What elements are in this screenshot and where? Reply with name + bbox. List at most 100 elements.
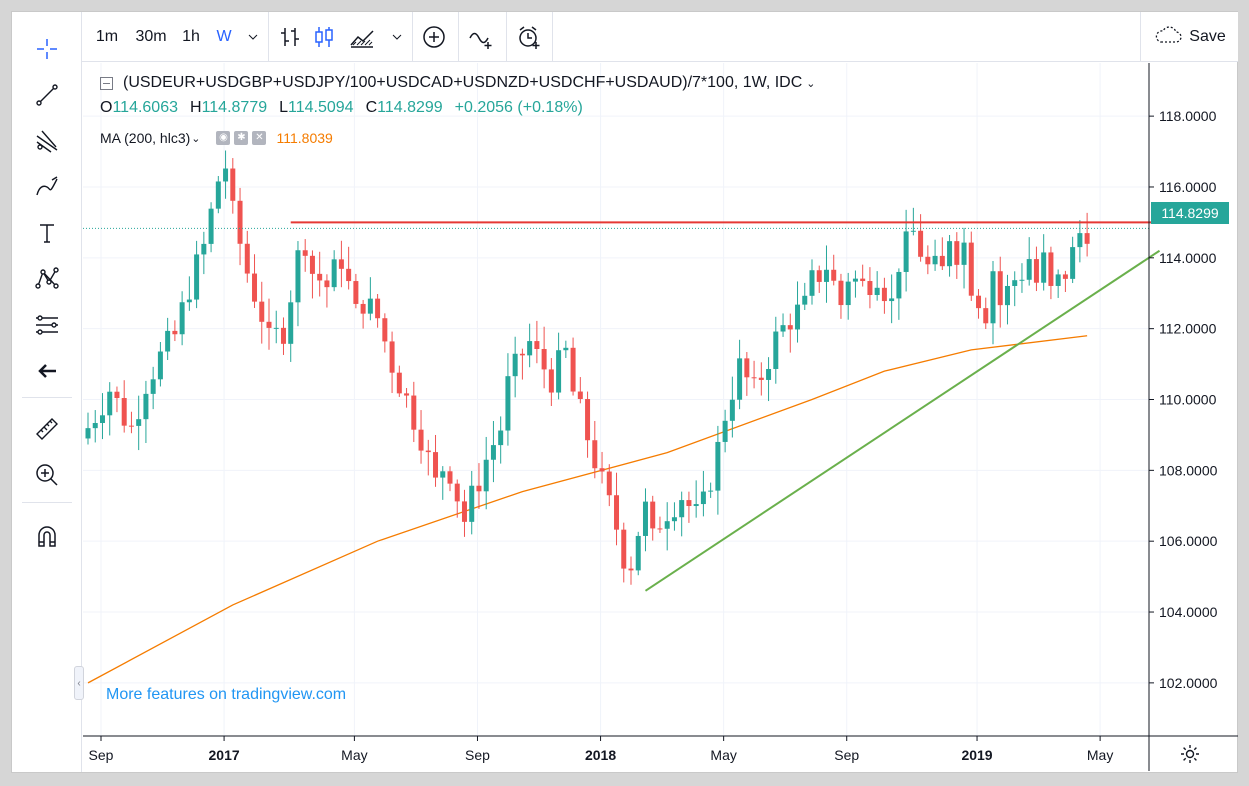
change-value: +0.2056 (+0.18%) — [454, 99, 583, 116]
eye-icon[interactable]: ◉ — [216, 131, 231, 145]
candle-body — [375, 298, 381, 319]
prediction-icon[interactable] — [30, 308, 64, 342]
candles-icon[interactable] — [308, 12, 340, 62]
gear-icon[interactable] — [1178, 742, 1202, 766]
chevron-down-icon[interactable] — [386, 12, 408, 62]
candle-body — [143, 393, 149, 420]
candle-body — [179, 302, 185, 335]
ma-value: 111.8039 — [276, 130, 333, 146]
time-tick-label: May — [341, 747, 367, 763]
chevron-down-icon[interactable]: ⌄ — [191, 132, 201, 145]
candle-body — [425, 450, 431, 453]
candle-body — [433, 452, 439, 478]
watermark-link[interactable]: More features on tradingview.com — [106, 686, 347, 703]
collapse-toolbar-handle[interactable]: ‹ — [74, 666, 84, 700]
candle-body — [244, 243, 250, 274]
time-tick-label: Sep — [465, 747, 490, 763]
price-axis: 118.0000 116.0000 114.0000 112.0000 110.0000… — [1148, 63, 1218, 771]
collapse-icon[interactable] — [100, 76, 113, 90]
candle-body — [367, 298, 373, 314]
candle-body — [628, 568, 634, 571]
candle-body — [577, 391, 583, 400]
candle-body — [592, 440, 598, 469]
support-trendline — [644, 249, 1161, 592]
bar-chart-icon[interactable] — [274, 12, 306, 62]
interval-1m-button[interactable]: 1m — [95, 28, 119, 45]
symbol-title[interactable]: (USDEUR+USDGBP+USDJPY/100+USDCAD+USDNZD+… — [123, 74, 803, 91]
moving-average-line — [87, 335, 1088, 684]
candle-body — [563, 347, 569, 351]
price-tick-label: 106.0000 — [1159, 533, 1218, 549]
ma-row: MA (200, hlc3) ⌄ ◉ ✱ ✕ 111.8039 — [100, 130, 333, 146]
compare-icon[interactable] — [464, 12, 498, 62]
area-chart-icon[interactable] — [346, 12, 378, 62]
price-tick-label: 114.0000 — [1159, 250, 1217, 266]
candle-body — [85, 428, 91, 439]
candle-body — [121, 398, 127, 426]
candle-body — [360, 303, 366, 314]
candle-body — [635, 535, 641, 571]
price-tick-label: 110.0000 — [1159, 392, 1217, 408]
back-arrow-icon[interactable] — [30, 354, 64, 388]
time-tick-label: Sep — [89, 747, 114, 763]
ruler-icon[interactable] — [30, 412, 64, 446]
pattern-icon[interactable] — [30, 262, 64, 296]
add-indicator-icon[interactable] — [418, 12, 450, 62]
candle-body — [404, 393, 410, 396]
candle-body — [816, 270, 822, 282]
crosshair-icon[interactable] — [30, 32, 64, 66]
toolbar-divider — [506, 12, 507, 62]
candle-body — [874, 287, 880, 296]
candle-body — [585, 399, 591, 441]
toolbar-divider — [412, 12, 413, 62]
candle-body — [1062, 274, 1068, 279]
time-tick-label: May — [710, 747, 736, 763]
text-tool-icon[interactable] — [30, 216, 64, 250]
candle-body — [722, 420, 728, 442]
close-icon[interactable]: ✕ — [252, 131, 267, 145]
cloud-icon — [1153, 25, 1183, 50]
alarm-icon[interactable] — [512, 12, 546, 62]
high-label: H — [190, 99, 202, 116]
candle-body — [534, 341, 540, 350]
save-button[interactable]: Save — [1140, 12, 1238, 62]
interval-1h-button[interactable]: 1h — [182, 28, 200, 45]
time-tick-label: 2018 — [585, 747, 616, 763]
candle-body — [961, 242, 967, 265]
price-tick-label: 108.0000 — [1159, 462, 1218, 478]
candle-body — [295, 250, 301, 303]
interval-weekly-button[interactable]: W — [216, 28, 232, 45]
gear-icon[interactable]: ✱ — [234, 131, 249, 145]
candle-body — [92, 423, 98, 429]
candle-body — [903, 231, 909, 272]
candle-body — [548, 369, 554, 393]
candle-body — [186, 299, 192, 303]
candle-body — [925, 256, 931, 265]
candle-body — [1077, 233, 1083, 248]
candle-body — [1026, 259, 1032, 280]
brush-icon[interactable] — [30, 170, 64, 204]
candle-body — [867, 281, 873, 296]
chevron-down-icon[interactable] — [242, 12, 264, 62]
candle-body — [99, 415, 105, 424]
candle-body — [918, 230, 924, 257]
trend-line-icon[interactable] — [30, 78, 64, 112]
pitchfork-icon[interactable] — [30, 124, 64, 158]
candle-body — [194, 254, 200, 300]
price-chart[interactable]: 118.0000 116.0000 114.0000 112.0000 110.0000… — [83, 63, 1238, 771]
magnet-icon[interactable] — [30, 520, 64, 554]
candle-body — [881, 287, 887, 302]
candle-body — [1070, 247, 1076, 279]
candle-body — [657, 528, 663, 530]
candle-body — [976, 295, 982, 309]
low-label: L — [279, 99, 289, 116]
ma-label[interactable]: MA (200, hlc3) — [100, 130, 191, 146]
candle-body — [1033, 259, 1039, 283]
chevron-down-icon[interactable]: ⌄ — [806, 77, 816, 90]
candle-body — [1055, 274, 1061, 286]
zoom-in-icon[interactable] — [30, 458, 64, 492]
interval-30m-button[interactable]: 30m — [135, 28, 167, 45]
candle-body — [382, 318, 388, 342]
candle-body — [715, 441, 721, 491]
toolbar-divider — [22, 397, 72, 398]
